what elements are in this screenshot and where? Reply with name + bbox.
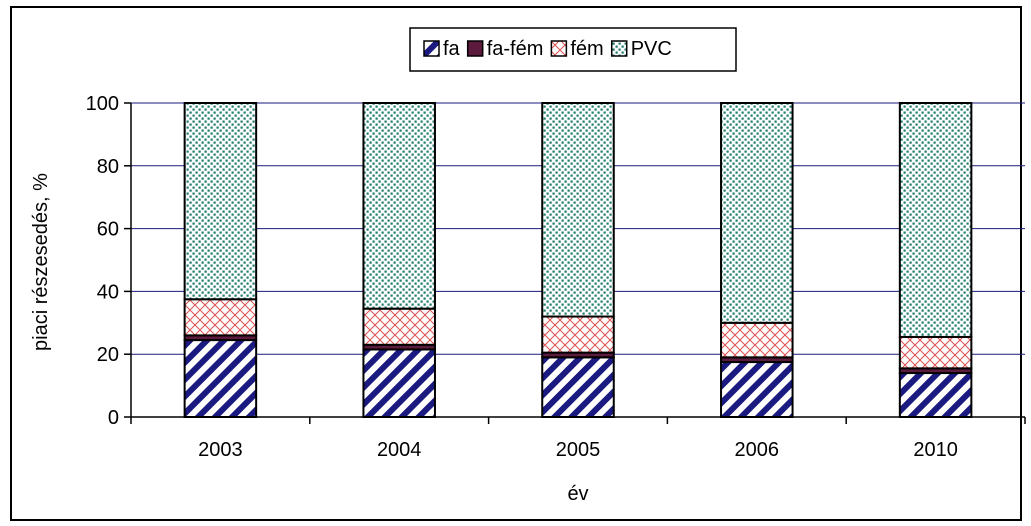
bars: [183, 102, 973, 419]
x-tick-label: 2003: [198, 439, 243, 461]
bar-segment-fem-2010: [898, 335, 973, 370]
legend: fa fa-fém fém PVC: [409, 27, 737, 72]
legend-swatch-pvc: [610, 40, 628, 57]
y-tick-label: 40: [97, 281, 119, 303]
bar-segment-fa-2004: [362, 348, 436, 418]
bar-segment-fem-2006: [720, 321, 794, 359]
legend-swatch-fa-fem: [466, 40, 484, 57]
chart-border: [10, 6, 1022, 521]
legend-frame: [409, 27, 737, 72]
bar-segment-fem-2004: [362, 307, 436, 346]
y-tick-label: 20: [97, 344, 119, 366]
bar-segment-fem-2005: [541, 315, 615, 354]
bar-segment-fa-2010: [898, 372, 973, 419]
y-tick-label: 0: [108, 407, 119, 429]
x-tick-labels: 2003 2004 2005 2006 2010: [198, 439, 958, 461]
y-tick-label: 100: [86, 93, 119, 115]
x-tick-label: 2005: [556, 439, 601, 461]
legend-label-fa: fa: [443, 38, 461, 60]
y-tick-label: 80: [97, 156, 119, 178]
bar-segment-fa-2003: [183, 339, 258, 419]
y-axis-label: piaci részesedés, %: [30, 173, 52, 351]
bar-segment-fa-2005: [541, 356, 615, 418]
legend-swatch-fem: [550, 40, 568, 57]
bar-segment-pvc-2010: [898, 102, 973, 338]
bar-segment-pvc-2003: [183, 102, 258, 301]
x-tick-label: 2006: [735, 439, 780, 461]
bar-segment-pvc-2006: [720, 102, 794, 324]
x-tick-label: 2010: [913, 439, 958, 461]
axes: [124, 102, 1026, 424]
y-tick-label: 60: [97, 219, 119, 241]
bar-segment-pvc-2004: [362, 102, 436, 310]
legend-label-fa-fem: fa-fém: [487, 38, 544, 60]
bar-segment-fem-2003: [183, 298, 258, 337]
legend-label-pvc: PVC: [631, 38, 672, 60]
bar-segment-fa-2006: [720, 361, 794, 418]
y-tick-labels: 0 20 40 60 80 100: [86, 93, 119, 429]
x-axis-label: év: [567, 483, 588, 505]
bar-segment-pvc-2005: [541, 102, 615, 318]
x-tick-label: 2004: [377, 439, 422, 461]
legend-swatch-fa: [423, 40, 440, 57]
legend-label-fem: fém: [570, 38, 603, 60]
